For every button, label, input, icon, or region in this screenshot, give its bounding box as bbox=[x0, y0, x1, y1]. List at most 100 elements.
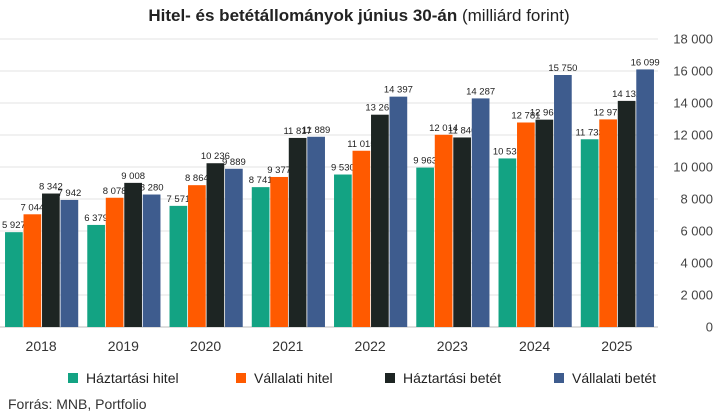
bar bbox=[42, 193, 60, 327]
data-label: 11 846 bbox=[448, 125, 476, 136]
y-tick-label: 2 000 bbox=[680, 288, 713, 303]
data-label: 9 889 bbox=[222, 157, 246, 168]
y-tick-label: 10 000 bbox=[673, 160, 713, 175]
bar bbox=[60, 199, 79, 327]
legend-item: Vállalati hitel bbox=[236, 370, 333, 386]
bar bbox=[580, 139, 599, 327]
bar bbox=[142, 194, 161, 327]
x-tick-label: 2023 bbox=[437, 338, 468, 354]
legend-label: Vállalati hitel bbox=[254, 370, 333, 386]
bar bbox=[251, 187, 270, 327]
data-label: 8 864 bbox=[185, 173, 209, 184]
bar bbox=[416, 167, 434, 327]
data-label: 15 750 bbox=[548, 63, 577, 74]
bar bbox=[599, 119, 617, 328]
bar bbox=[389, 96, 408, 327]
chart-title-unit: (milliárd forint) bbox=[457, 6, 570, 25]
x-tick-label: 2018 bbox=[26, 338, 57, 354]
bar bbox=[23, 214, 42, 327]
data-label: 9 377 bbox=[267, 165, 291, 176]
y-tick-label: 0 bbox=[706, 320, 713, 335]
data-label: 11 733 bbox=[575, 127, 603, 138]
data-label: 8 078 bbox=[103, 186, 127, 197]
data-label: 5 927 bbox=[2, 220, 26, 231]
bar bbox=[307, 136, 325, 327]
chart-title-main: Hitel- és betétállományok június 30-án bbox=[148, 6, 458, 25]
bar bbox=[188, 185, 206, 327]
bar bbox=[471, 98, 490, 328]
legend-item: Háztartási hitel bbox=[68, 370, 179, 386]
legend-item: Vállalati betét bbox=[554, 370, 656, 386]
x-tick-label: 2025 bbox=[601, 338, 632, 354]
bar bbox=[334, 174, 352, 327]
x-tick-label: 2019 bbox=[108, 338, 139, 354]
bar bbox=[87, 224, 105, 327]
y-tick-label: 18 000 bbox=[673, 32, 713, 47]
data-label: 12 960 bbox=[530, 108, 559, 119]
y-tick-label: 4 000 bbox=[680, 256, 713, 271]
data-label: 8 280 bbox=[140, 183, 164, 194]
data-label: 8 741 bbox=[249, 175, 273, 186]
bar bbox=[453, 137, 471, 327]
bar bbox=[371, 114, 389, 327]
x-tick-label: 2020 bbox=[190, 338, 221, 354]
bar bbox=[288, 137, 307, 327]
legend-swatch bbox=[385, 373, 395, 383]
bar bbox=[105, 197, 124, 327]
y-tick-label: 8 000 bbox=[680, 192, 713, 207]
data-label: 8 342 bbox=[39, 182, 63, 193]
bar bbox=[434, 134, 453, 327]
legend-swatch bbox=[68, 373, 78, 383]
x-tick-label: 2024 bbox=[519, 338, 550, 354]
data-label: 6 379 bbox=[84, 213, 108, 224]
data-label: 14 397 bbox=[384, 85, 413, 96]
y-tick-label: 12 000 bbox=[673, 128, 713, 143]
y-tick-label: 14 000 bbox=[673, 96, 713, 111]
legend-swatch bbox=[236, 373, 246, 383]
bar bbox=[5, 232, 23, 327]
data-label: 13 269 bbox=[365, 103, 394, 114]
data-label: 11 015 bbox=[347, 139, 375, 150]
data-label: 14 132 bbox=[612, 89, 641, 100]
bar bbox=[225, 168, 243, 327]
chart-legend: Háztartási hitel Vállalati hitel Háztartás… bbox=[0, 370, 718, 392]
bar bbox=[617, 100, 636, 327]
bar bbox=[169, 205, 188, 327]
bar bbox=[206, 163, 225, 327]
bar bbox=[517, 122, 535, 327]
data-label: 9 008 bbox=[121, 171, 145, 182]
data-label: 14 287 bbox=[466, 86, 495, 97]
data-label: 10 236 bbox=[201, 151, 230, 162]
bar bbox=[352, 150, 371, 327]
y-tick-label: 6 000 bbox=[680, 224, 713, 239]
legend-label: Háztartási hitel bbox=[86, 370, 179, 386]
data-label: 10 535 bbox=[493, 146, 522, 157]
chart-title: Hitel- és betétállományok június 30-án (… bbox=[0, 6, 718, 26]
data-label: 11 817 bbox=[283, 126, 311, 137]
bar bbox=[498, 158, 517, 327]
legend-label: Vállalati betét bbox=[572, 370, 657, 386]
data-label: 7 942 bbox=[57, 188, 81, 199]
bar bbox=[535, 119, 554, 327]
data-label: 9 963 bbox=[413, 156, 437, 167]
bar bbox=[554, 75, 572, 327]
bar bbox=[270, 176, 288, 327]
bar bbox=[636, 69, 654, 327]
data-label: 12 781 bbox=[511, 111, 540, 122]
y-tick-label: 16 000 bbox=[673, 64, 713, 79]
data-label: 12 014 bbox=[429, 123, 458, 134]
bar bbox=[124, 182, 142, 327]
x-tick-label: 2022 bbox=[355, 338, 386, 354]
source-note: Forrás: MNB, Portfolio bbox=[8, 396, 147, 412]
data-label: 7 044 bbox=[20, 202, 44, 213]
x-tick-label: 2021 bbox=[272, 338, 303, 354]
legend-item: Háztartási betét bbox=[385, 370, 501, 386]
data-label: 7 571 bbox=[166, 194, 190, 205]
legend-swatch bbox=[554, 373, 564, 383]
data-label: 11 889 bbox=[302, 125, 330, 136]
data-label: 12 975 bbox=[594, 107, 623, 118]
legend-label: Háztartási betét bbox=[403, 370, 502, 386]
data-label: 16 099 bbox=[631, 57, 660, 68]
data-label: 9 530 bbox=[331, 163, 355, 174]
